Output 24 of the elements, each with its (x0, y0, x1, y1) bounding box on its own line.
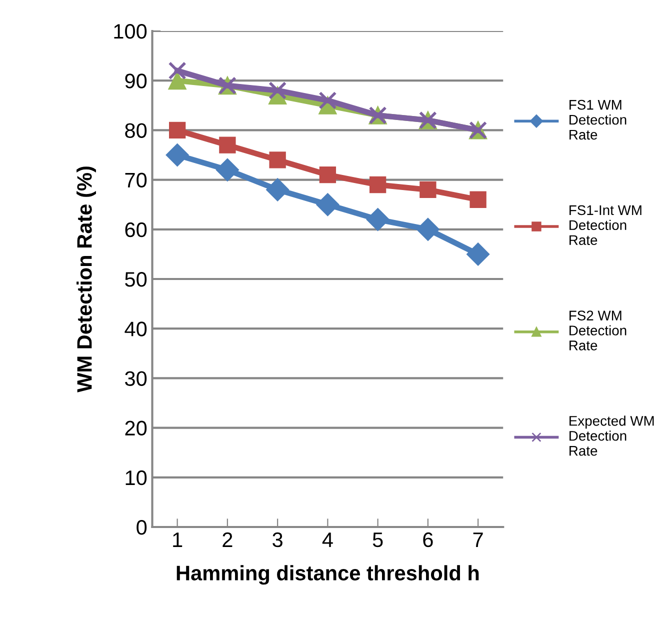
y-tick-label: 10 (126, 470, 147, 486)
y-tick-label: 80 (125, 123, 147, 138)
x-tick-label: 5 (372, 532, 383, 548)
legend-label: FS1 WM Detection Rate (570, 100, 626, 140)
y-tick-label: 50 (125, 272, 147, 287)
legend-label: Expected WM Detection Rate (570, 416, 654, 456)
x-tick-label: 1 (173, 532, 182, 547)
legend-label: FS1-Int WM Detection Rate (570, 205, 642, 246)
x-tick-label: 4 (322, 532, 333, 547)
y-tick-label: 90 (125, 74, 147, 88)
y-tick-label: 40 (124, 322, 147, 336)
x-tick-label: 6 (423, 532, 433, 548)
y-tick-label: 70 (125, 172, 147, 188)
y-tick-label: 100 (114, 24, 147, 39)
y-tick-label: 20 (125, 420, 147, 436)
x-tick-label: 3 (272, 532, 282, 548)
x-tick-label: 7 (473, 532, 483, 547)
y-tick-label: 30 (125, 371, 147, 386)
x-tick-label: 2 (222, 532, 232, 547)
x-axis-title: Hamming distance threshold h (176, 565, 479, 585)
legend-label: FS2 WM Detection Rate (570, 310, 626, 350)
y-tick-label: 60 (125, 222, 147, 238)
y-tick-label: 0 (136, 520, 147, 535)
y-axis-title: WM Detection Rate (%) (76, 166, 96, 392)
